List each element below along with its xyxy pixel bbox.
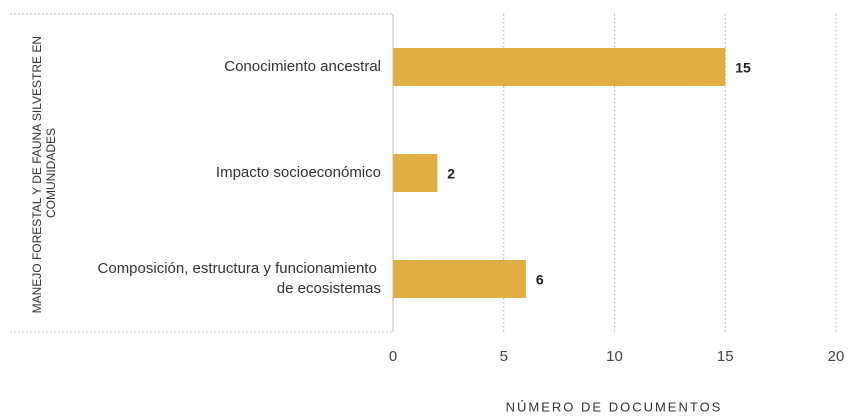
value-label: 2: [447, 166, 455, 182]
y-axis-label-group: MANEJO FORESTAL Y DE FAUNA SILVESTRE EN …: [30, 33, 58, 314]
x-tick-label: 10: [606, 348, 623, 365]
y-axis-label: MANEJO FORESTAL Y DE FAUNA SILVESTRE EN …: [30, 33, 58, 314]
y-tick-label: Impacto socioeconómico: [216, 164, 381, 181]
value-label: 15: [735, 60, 751, 76]
x-tick-label: 5: [500, 348, 508, 365]
y-tick-label: Composición, estructura y funcionamiento…: [98, 260, 381, 297]
y-tick-label: Conocimiento ancestral: [224, 58, 381, 75]
x-axis-label: NÚMERO DE DOCUMENTOS: [506, 399, 723, 414]
value-label: 6: [536, 272, 544, 288]
x-tick-label: 15: [717, 348, 734, 365]
x-tick-label: 20: [828, 348, 845, 365]
bar: [393, 48, 726, 86]
bar: [393, 260, 526, 298]
x-tick-label: 0: [389, 348, 397, 365]
bar: [393, 154, 438, 192]
